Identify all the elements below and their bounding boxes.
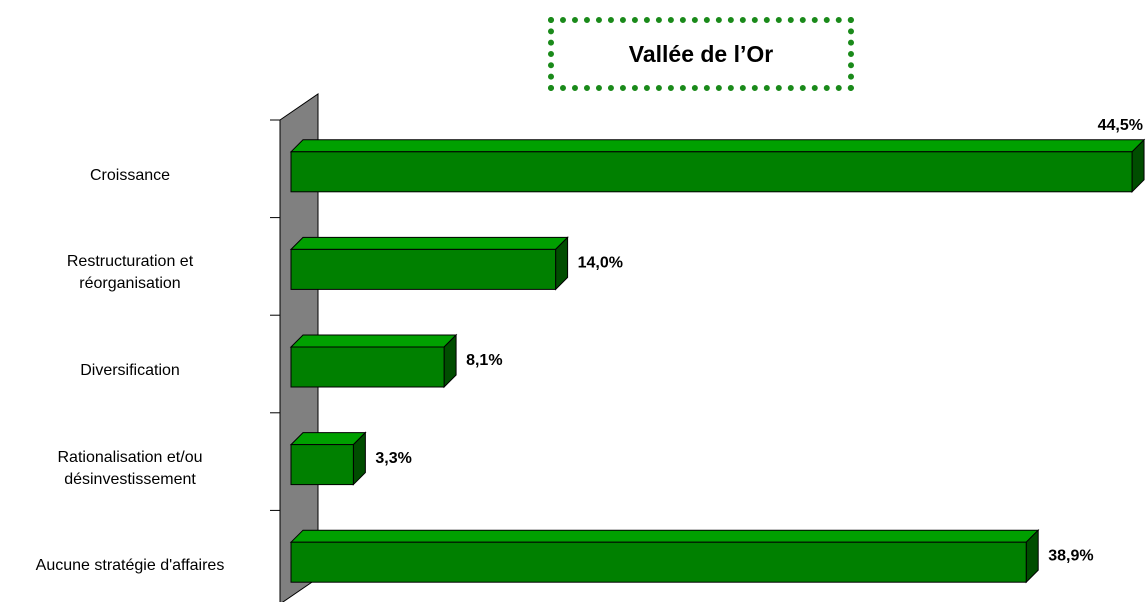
value-label: 14,0% xyxy=(578,255,623,272)
category-label: Croissance xyxy=(89,166,171,184)
bar xyxy=(290,151,1133,193)
bar xyxy=(290,248,557,290)
category-label: Rationalisation et/ou désinvestissement xyxy=(57,448,203,488)
value-label: 44,5% xyxy=(1098,117,1143,134)
category-label: Diversification xyxy=(80,362,180,379)
bar-top xyxy=(289,334,458,348)
category-label: Restructuration et réorganisation xyxy=(66,253,194,293)
category-label: Aucune stratégie d'affaires xyxy=(35,557,225,575)
bar-top xyxy=(289,139,1146,153)
chart-title: Vallée de l’Or xyxy=(548,17,854,91)
bar-top xyxy=(289,236,569,250)
bar-top xyxy=(289,432,367,446)
value-label: 3,3% xyxy=(375,450,411,467)
bar xyxy=(290,541,1027,583)
bar-top xyxy=(289,529,1040,543)
bar xyxy=(290,444,354,486)
bar xyxy=(290,346,445,388)
value-label: 8,1% xyxy=(466,352,502,369)
value-label: 38,9% xyxy=(1048,547,1093,564)
